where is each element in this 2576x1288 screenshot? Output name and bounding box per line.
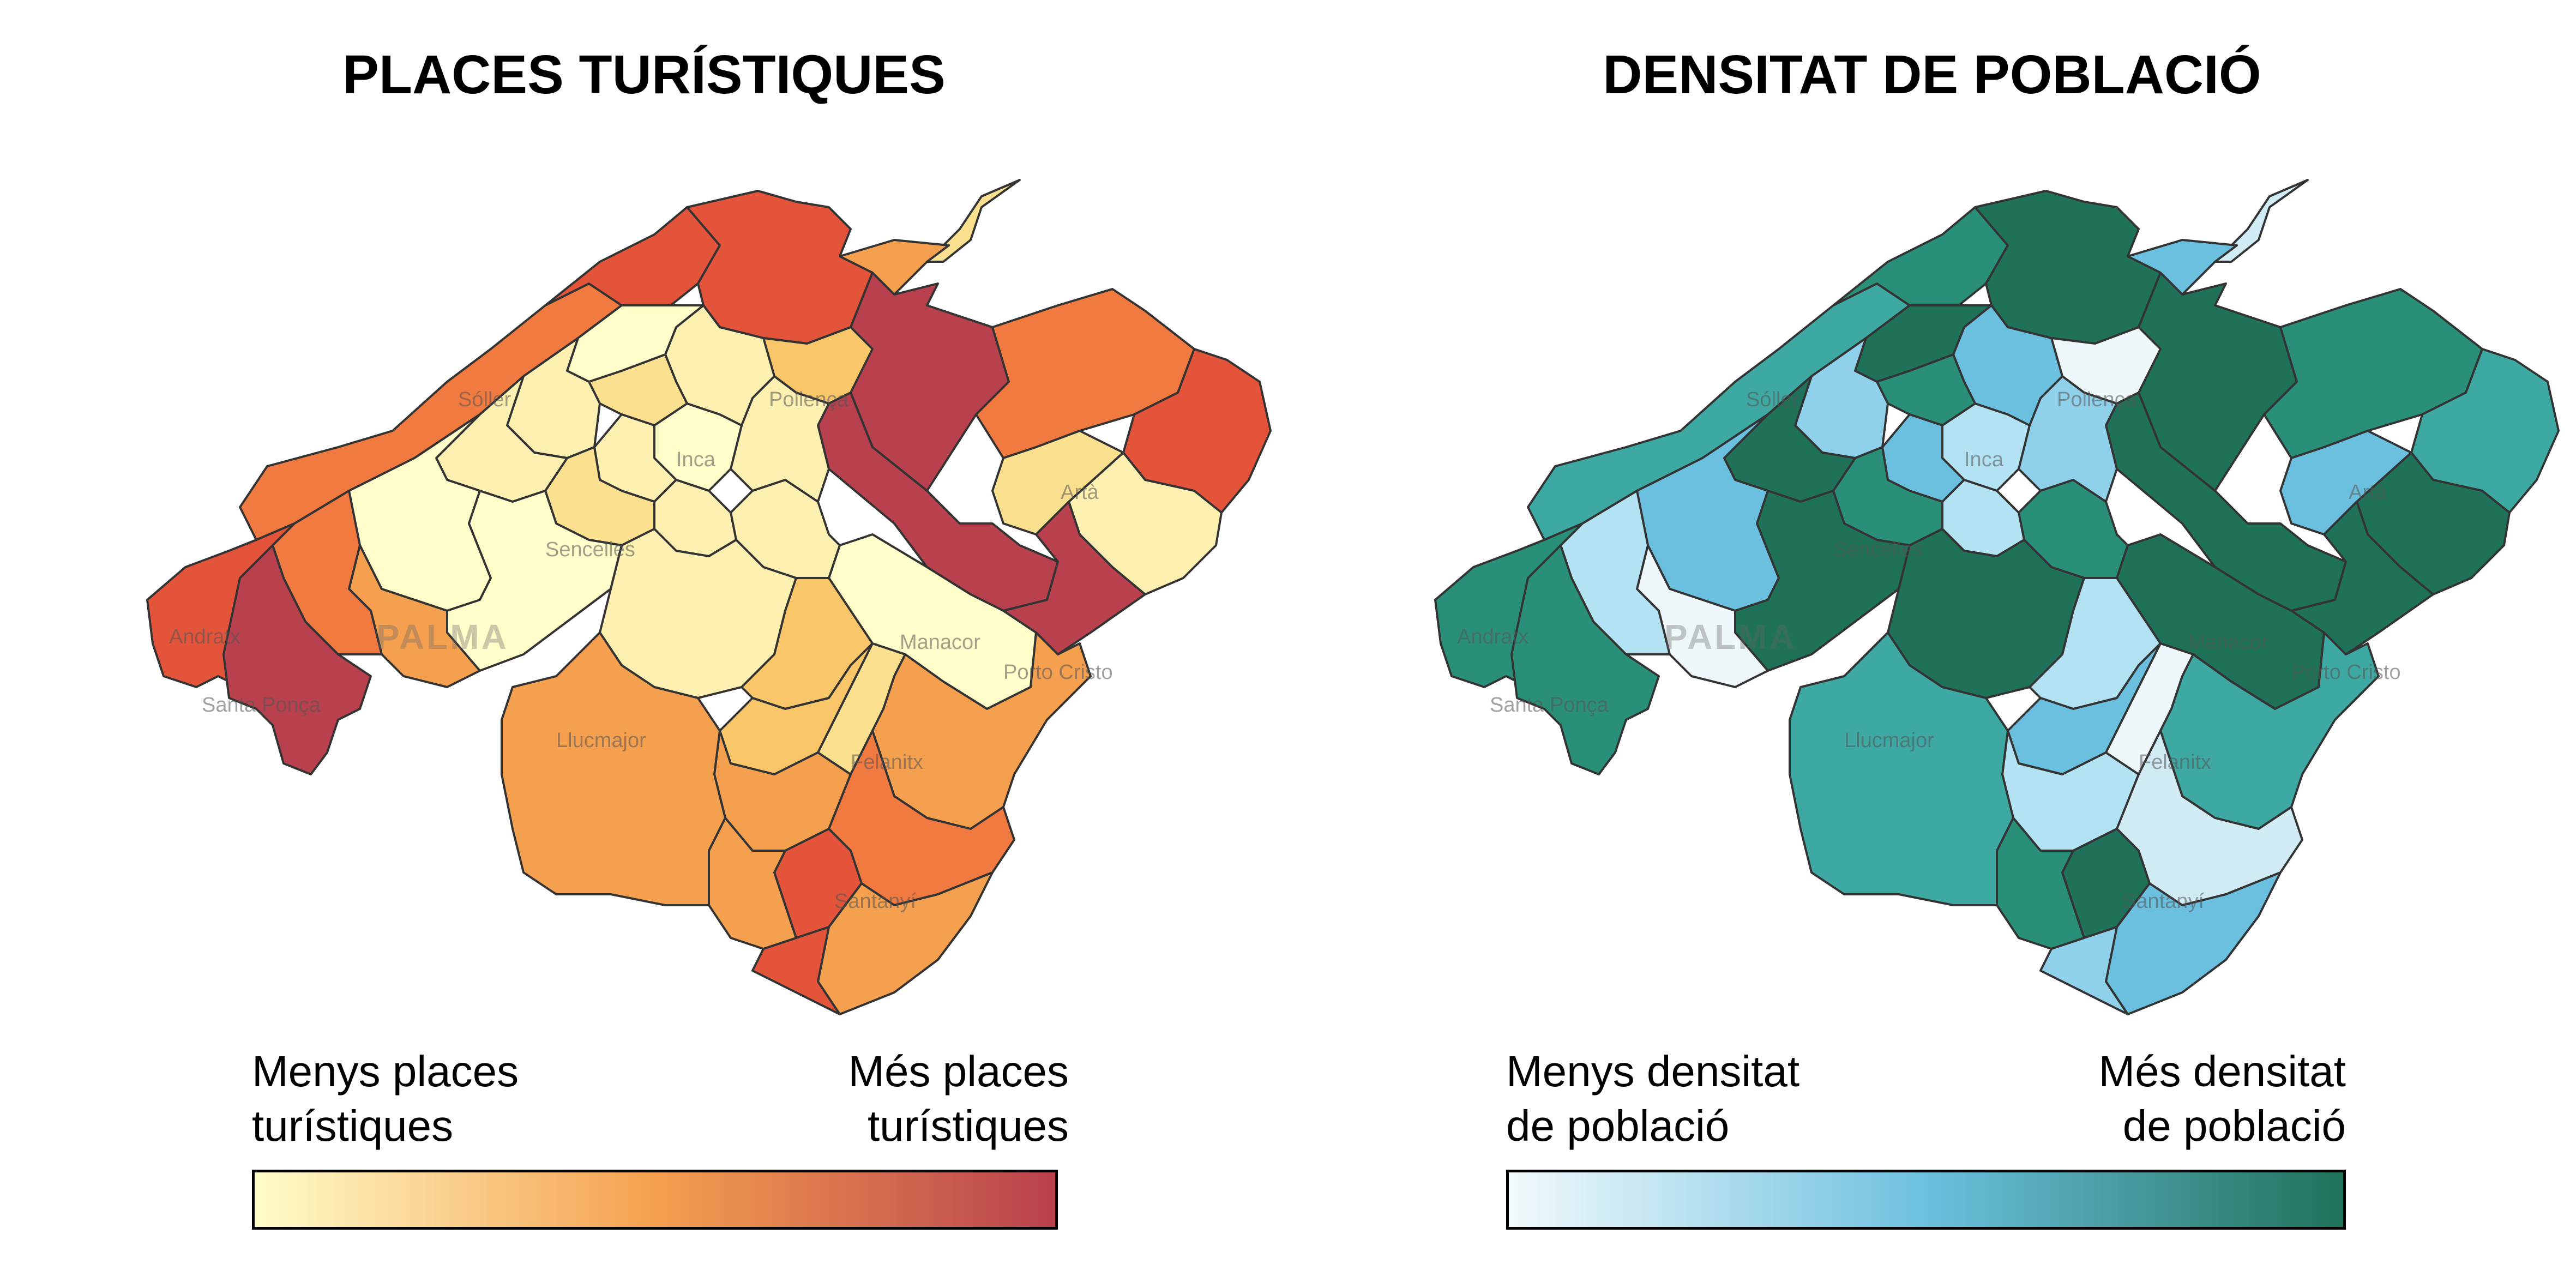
municipality-region[interactable]: [2214, 179, 2309, 263]
map-title: PLACES TURÍSTIQUES: [342, 44, 946, 105]
color-scale-bar: [1506, 1170, 2346, 1230]
legend-high-label: Més densitat de població: [1877, 1044, 2346, 1153]
place-label: Pollença: [2057, 388, 2137, 411]
place-label: Inca: [676, 448, 716, 471]
place-label: Porto Cristo: [2291, 661, 2401, 684]
population-density-map: Sóller Pollença Inca Artà Andratx PALMA Santa …: [1434, 179, 2560, 1015]
place-label: PALMA: [376, 617, 509, 657]
municipalities-layer: [1434, 179, 2560, 1015]
municipality-region[interactable]: [839, 239, 950, 296]
place-label: PALMA: [1664, 617, 1797, 657]
municipality-region[interactable]: [2138, 272, 2298, 492]
place-label: Llucmajor: [1844, 729, 1934, 752]
place-label: Felanitx: [2139, 751, 2211, 774]
place-label: Sóller: [1746, 388, 1799, 411]
municipality-region[interactable]: [1002, 501, 1146, 655]
municipality-region[interactable]: [751, 926, 841, 1015]
place-label: Sencelles: [545, 538, 635, 561]
legend-high-label: Més places turístiques: [633, 1044, 1069, 1153]
place-label: Andratx: [169, 625, 240, 648]
municipalities-layer: [146, 179, 1272, 1015]
place-label: Sóller: [458, 388, 511, 411]
municipality-region[interactable]: [501, 631, 726, 906]
place-label: Manacor: [900, 631, 980, 654]
place-label: Santa Ponça: [1490, 694, 1609, 717]
place-label: Santanyí: [2122, 890, 2204, 913]
legend-high-line-2: de població: [2122, 1102, 2346, 1150]
basemap-labels: Sóller Pollença Inca Artà Andratx PALMA Santa …: [1457, 388, 2401, 913]
place-label: Artà: [2349, 481, 2387, 504]
population-density-panel: DENSITAT DE POBLACIÓ Sóller Pollença Inca A…: [1288, 0, 2576, 1288]
legend-high-line-1: Més densitat: [2098, 1047, 2346, 1096]
municipality-region[interactable]: [850, 272, 1010, 492]
municipality-region[interactable]: [544, 206, 721, 306]
tourist-places-map: Sóller Pollença Inca Artà Andratx PALMA Santa …: [146, 179, 1272, 1015]
legend-low-line-1: Menys densitat: [1506, 1047, 1800, 1096]
legend-low-line-2: de població: [1506, 1102, 1730, 1150]
place-label: Inca: [1964, 448, 2004, 471]
legend-low-line-2: turístiques: [252, 1102, 454, 1150]
tourist-places-panel: PLACES TURÍSTIQUES Sóller Pollença Inca Art…: [146, 44, 1272, 1230]
place-label: Pollença: [769, 388, 849, 411]
legend-low-label: Menys densitat de població: [1506, 1044, 1799, 1153]
municipality-region[interactable]: [2290, 501, 2434, 655]
map-title: DENSITAT DE POBLACIÓ: [1603, 44, 2261, 105]
municipality-region[interactable]: [1789, 631, 2014, 906]
place-label: Santa Ponça: [202, 694, 321, 717]
municipality-region[interactable]: [2039, 926, 2129, 1015]
place-label: Felanitx: [851, 751, 923, 774]
municipality-region[interactable]: [1734, 490, 1911, 672]
place-label: Santanyí: [834, 890, 916, 913]
place-label: Porto Cristo: [1003, 661, 1113, 684]
legend-high-line-1: Més places: [848, 1047, 1069, 1096]
place-label: Manacor: [2188, 631, 2268, 654]
municipality-region[interactable]: [926, 179, 1021, 263]
place-label: Artà: [1061, 481, 1099, 504]
municipality-region[interactable]: [1832, 206, 2009, 306]
legend-low-line-1: Menys places: [252, 1047, 519, 1096]
place-label: Llucmajor: [556, 729, 646, 752]
place-label: Andratx: [1457, 625, 1528, 648]
legend-low-label: Menys places turístiques: [252, 1044, 519, 1153]
municipality-region[interactable]: [222, 544, 372, 775]
basemap-labels: Sóller Pollença Inca Artà Andratx PALMA Santa …: [169, 388, 1113, 913]
place-label: Sencelles: [1833, 538, 1923, 561]
color-scale-bar: [252, 1170, 1058, 1230]
municipality-region[interactable]: [446, 490, 623, 672]
legend-high-line-2: turístiques: [867, 1102, 1069, 1150]
municipality-region[interactable]: [2127, 239, 2238, 296]
municipality-region[interactable]: [1510, 544, 1660, 775]
